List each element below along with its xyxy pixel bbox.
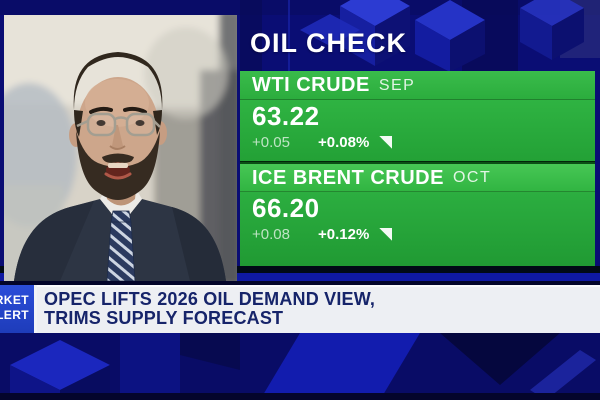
- quote-row-wti: WTI CRUDE SEP 63.22 +0.05 +0.08%: [240, 71, 595, 161]
- badge-line-2: ALERT: [0, 308, 29, 322]
- trend-flag-icon: [379, 228, 393, 241]
- quote-name: ICE BRENT CRUDE: [252, 166, 444, 189]
- quote-change-percent: +0.12%: [318, 226, 370, 243]
- headline-line-1: OPEC LIFTS 2026 OIL DEMAND VIEW,: [44, 289, 376, 309]
- contract-month: SEP: [378, 76, 416, 94]
- quote-change: +0.08: [252, 226, 290, 243]
- quote-price: 66.20: [252, 193, 320, 223]
- market-alert-badge: MARKET ALERT: [0, 285, 37, 333]
- quote-panel: WTI CRUDE SEP 63.22 +0.05 +0.08% ICE BRE…: [240, 71, 595, 266]
- speaker-video: [4, 15, 237, 281]
- quote-divider: [240, 161, 595, 164]
- badge-line-1: MARKET: [0, 293, 29, 307]
- quote-body: 63.22 +0.05 +0.08%: [240, 100, 595, 161]
- quote-change-row: +0.08 +0.12%: [252, 226, 595, 243]
- headline: OPEC LIFTS 2026 OIL DEMAND VIEW, TRIMS S…: [44, 290, 375, 328]
- quote-change-row: +0.05 +0.08%: [252, 134, 595, 151]
- quote-price: 63.22: [252, 101, 320, 131]
- headline-line-2: TRIMS SUPPLY FORECAST: [44, 308, 284, 328]
- quote-change: +0.05: [252, 134, 290, 151]
- quote-header: ICE BRENT CRUDE OCT: [240, 164, 595, 192]
- quote-body: 66.20 +0.08 +0.12%: [240, 192, 595, 266]
- speaker-illustration: [4, 15, 237, 281]
- trend-flag-icon: [379, 136, 393, 149]
- lower-third-banner: MARKET ALERT OPEC LIFTS 2026 OIL DEMAND …: [0, 285, 600, 333]
- quote-change-percent: +0.08%: [318, 134, 370, 151]
- quote-header: WTI CRUDE SEP: [240, 71, 595, 100]
- quote-name: WTI CRUDE: [252, 74, 370, 96]
- contract-month: OCT: [452, 169, 492, 186]
- segment-title: OIL CHECK: [250, 28, 408, 58]
- quote-row-brent: ICE BRENT CRUDE OCT 66.20 +0.08 +0.12%: [240, 164, 595, 266]
